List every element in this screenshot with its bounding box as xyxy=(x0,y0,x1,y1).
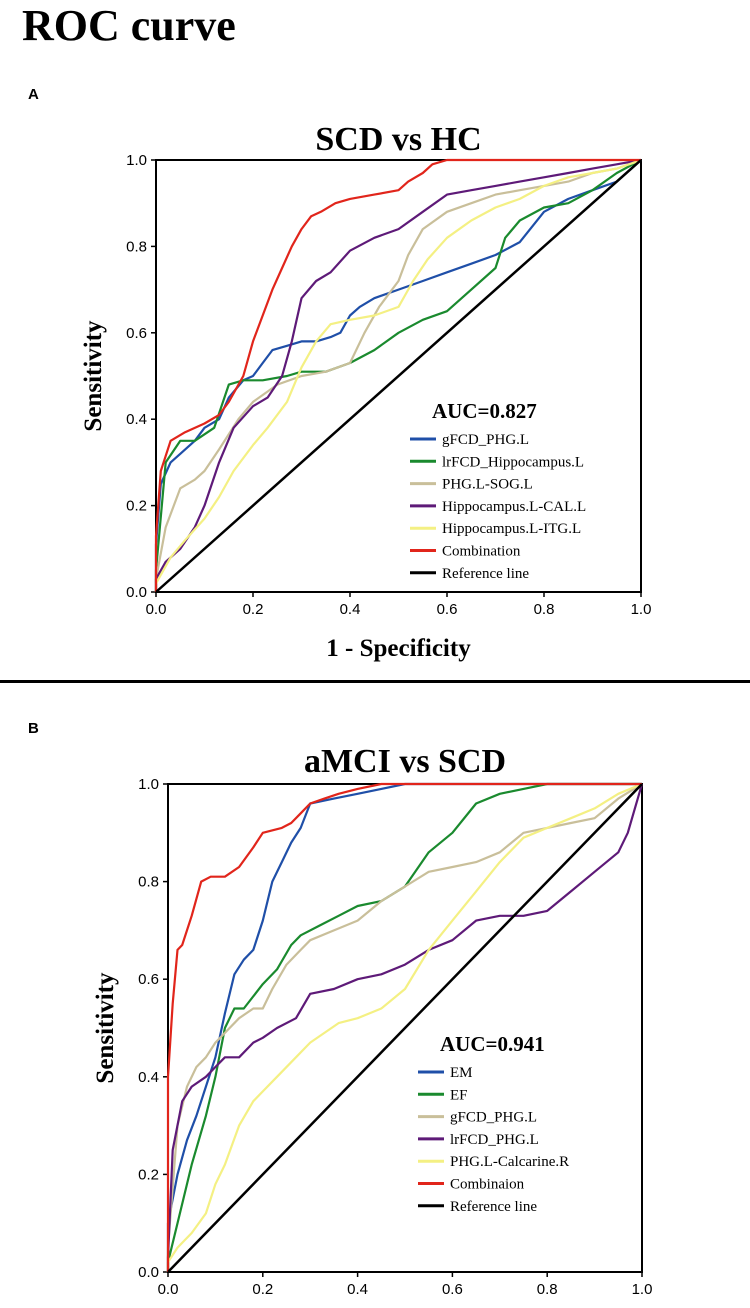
x-tick-label: 0.6 xyxy=(442,1281,463,1298)
legend-entry: lrFCD_PHG.L xyxy=(450,1132,539,1148)
panel-a-label: A xyxy=(28,86,39,103)
series-line-lrfcd-phg-l xyxy=(166,783,644,1272)
legend-entry: EF xyxy=(450,1087,468,1103)
x-tick-label: 0.2 xyxy=(252,1281,273,1298)
legend-entry: EM xyxy=(450,1065,473,1081)
panel-divider xyxy=(0,680,750,683)
y-tick-label: 1.0 xyxy=(126,152,147,169)
y-axis-label: Sensitivity xyxy=(92,972,119,1084)
series-line-combinaion xyxy=(166,782,642,1272)
legend: AUC=0.941 EM EF gFCD_PHG.L lrFCD_PHG.L PHG.L-… xyxy=(418,1032,569,1215)
y-tick-label: 1.0 xyxy=(138,776,159,793)
chart-title: SCD vs HC xyxy=(315,121,481,158)
legend-entry: gFCD_PHG.L xyxy=(450,1110,537,1126)
roc-chart-scd-vs-hc: SCD vs HC 0.0 0.2 0.4 0.6 0.8 1.0 0.0 0.2 0.4 0.6 0… xyxy=(80,121,652,662)
series-line-hippocampus-l-itg-l xyxy=(154,158,642,592)
series-line-lrfcd-hippocampus-l xyxy=(154,159,642,592)
x-tick-label: 0.4 xyxy=(340,601,361,618)
series-line-ef xyxy=(166,782,642,1272)
series-line-phg-l-sog-l xyxy=(154,158,642,592)
auc-label: AUC=0.827 xyxy=(432,399,537,423)
legend-entry: Hippocampus.L-CAL.L xyxy=(442,499,586,515)
x-tick-label: 1.0 xyxy=(632,1281,653,1298)
x-tick-label: 0.8 xyxy=(537,1281,558,1298)
series-line-combination xyxy=(154,158,641,592)
x-tick-label: 0.0 xyxy=(146,601,167,618)
legend: AUC=0.827 gFCD_PHG.L lrFCD_Hippocampus.L PH… xyxy=(410,399,586,582)
y-tick-label: 0.4 xyxy=(138,1069,159,1086)
legend-entry: Hippocampus.L-ITG.L xyxy=(442,521,581,537)
y-tick-label: 0.4 xyxy=(126,411,147,428)
x-tick-label: 0.2 xyxy=(243,601,264,618)
y-tick-label: 0.2 xyxy=(126,498,147,515)
y-tick-label: 0.2 xyxy=(138,1166,159,1183)
legend-entry: Combination xyxy=(442,544,521,560)
y-tick-label: 0.8 xyxy=(138,874,159,891)
x-tick-label: 0.6 xyxy=(437,601,458,618)
series-line-gfcd-phg-l xyxy=(166,783,643,1272)
auc-label: AUC=0.941 xyxy=(440,1032,545,1056)
legend-entry: gFCD_PHG.L xyxy=(442,432,529,448)
legend-entry: Reference line xyxy=(442,566,529,582)
legend-entry: PHG.L-Calcarine.R xyxy=(450,1154,569,1170)
y-tick-label: 0.6 xyxy=(126,325,147,342)
chart-title: aMCI vs SCD xyxy=(304,743,506,780)
x-tick-label: 0.8 xyxy=(534,601,555,618)
series-line-reference-line xyxy=(155,159,642,593)
figure-title: ROC curve xyxy=(22,1,236,50)
x-tick-label: 1.0 xyxy=(631,601,652,618)
y-tick-label: 0.0 xyxy=(126,584,147,601)
series-line-phg-l-calcarine-r xyxy=(166,782,643,1272)
panel-b-label: B xyxy=(28,720,39,737)
legend-entry: PHG.L-SOG.L xyxy=(442,477,533,493)
x-tick-label: 0.0 xyxy=(158,1281,179,1298)
series-line-reference-line xyxy=(167,783,643,1273)
y-axis-label: Sensitivity xyxy=(80,320,107,432)
legend-entry: Reference line xyxy=(450,1199,537,1215)
x-axis-label: 1 - Specificity xyxy=(326,635,471,662)
x-tick-label: 0.4 xyxy=(347,1281,368,1298)
y-tick-label: 0.0 xyxy=(138,1264,159,1281)
series-line-hippocampus-l-cal-l xyxy=(154,158,642,592)
legend-entry: Combinaion xyxy=(450,1177,525,1193)
y-tick-label: 0.8 xyxy=(126,238,147,255)
y-tick-label: 0.6 xyxy=(138,971,159,988)
legend-entry: lrFCD_Hippocampus.L xyxy=(442,454,584,470)
series-line-em xyxy=(166,782,642,1272)
